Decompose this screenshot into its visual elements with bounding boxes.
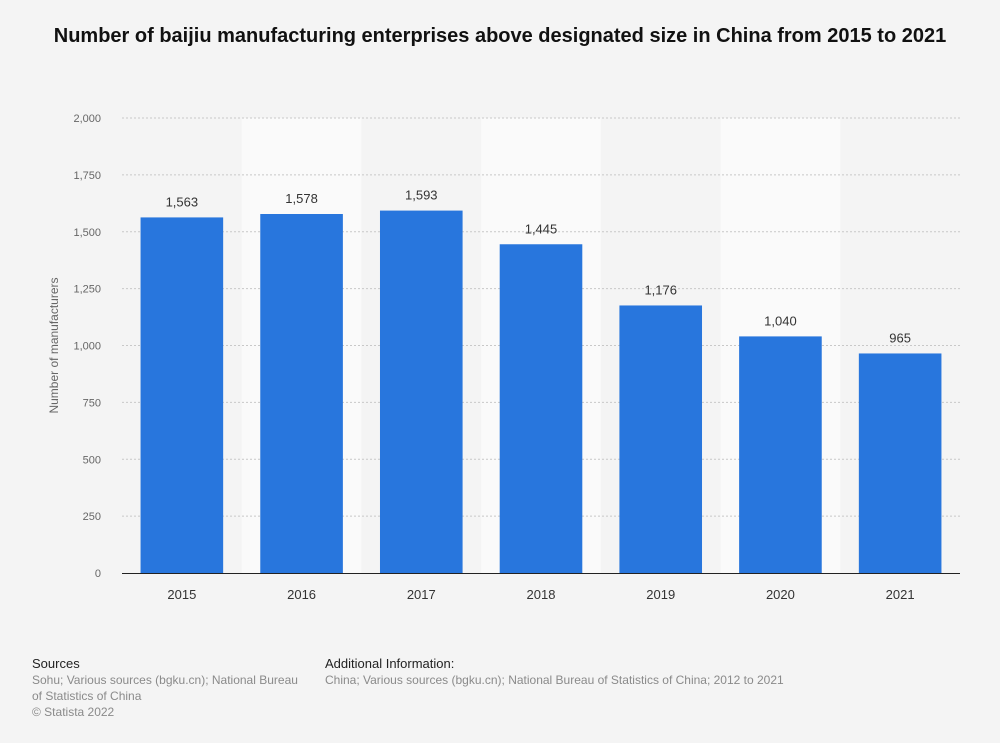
x-tick-label: 2018 bbox=[527, 587, 556, 602]
y-tick-label: 1,750 bbox=[73, 170, 101, 182]
bar-value-label: 1,578 bbox=[285, 191, 318, 206]
y-tick-label: 500 bbox=[83, 454, 101, 466]
sources-line: Sohu; Various sources (bgku.cn); Nationa… bbox=[32, 673, 298, 687]
sources-block: Sources Sohu; Various sources (bgku.cn);… bbox=[32, 656, 322, 720]
bar-value-label: 1,445 bbox=[525, 221, 558, 236]
x-tick-label: 2021 bbox=[886, 587, 915, 602]
x-axis-ticks: 2015 2016 2017 2018 2019 2020 2021 bbox=[167, 587, 914, 602]
sources-line: of Statistics of China bbox=[32, 689, 142, 703]
x-tick-label: 2016 bbox=[287, 587, 316, 602]
value-labels: 1,563 1,578 1,593 1,445 1,176 1,040 965 bbox=[166, 188, 911, 346]
chart-title: Number of baijiu manufacturing enterpris… bbox=[53, 25, 947, 47]
x-tick-label: 2015 bbox=[167, 587, 196, 602]
y-tick-label: 1,500 bbox=[73, 227, 101, 239]
y-tick-label: 250 bbox=[83, 511, 101, 523]
additional-info-text: China; Various sources (bgku.cn); Nation… bbox=[325, 673, 784, 687]
y-tick-label: 1,000 bbox=[73, 341, 101, 353]
bar-value-label: 965 bbox=[889, 330, 911, 345]
bar bbox=[739, 336, 822, 573]
additional-info-block: Additional Information: China; Various s… bbox=[325, 656, 965, 688]
bars bbox=[140, 210, 942, 574]
y-tick-label: 2,000 bbox=[73, 113, 101, 125]
bar bbox=[260, 214, 343, 573]
bar-value-label: 1,040 bbox=[764, 313, 797, 328]
bar bbox=[140, 217, 224, 574]
y-axis-ticks: 0 250 500 750 1,000 1,250 1,500 1,750 2,000 bbox=[73, 113, 101, 580]
bar-value-label: 1,563 bbox=[166, 194, 199, 209]
y-tick-label: 750 bbox=[83, 397, 101, 409]
x-tick-label: 2019 bbox=[646, 587, 675, 602]
copyright: © Statista 2022 bbox=[32, 705, 115, 719]
bar bbox=[499, 244, 583, 573]
x-tick-label: 2017 bbox=[407, 587, 436, 602]
bar-value-label: 1,593 bbox=[405, 188, 438, 203]
bar bbox=[379, 210, 463, 573]
sources-heading: Sources bbox=[32, 656, 80, 671]
additional-info-heading: Additional Information: bbox=[325, 656, 455, 671]
bar-chart: 0 250 500 750 1,000 1,250 1,500 1,750 2,000 1,56… bbox=[47, 113, 960, 602]
y-tick-label: 1,250 bbox=[73, 284, 101, 296]
y-tick-label: 0 bbox=[95, 568, 101, 580]
y-axis-label: Number of manufacturers bbox=[47, 277, 61, 413]
bar-value-label: 1,176 bbox=[644, 282, 677, 297]
bar bbox=[858, 353, 942, 573]
bar bbox=[619, 305, 703, 573]
x-tick-label: 2020 bbox=[766, 587, 795, 602]
